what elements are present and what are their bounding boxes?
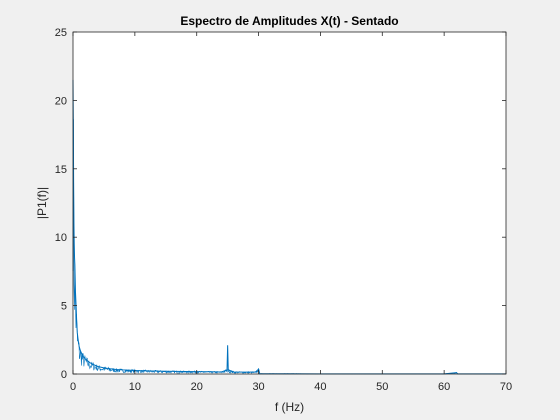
x-tick-label: 40 bbox=[314, 381, 326, 393]
y-axis-label: |P1(f)| bbox=[35, 187, 49, 219]
axes-box bbox=[72, 31, 507, 375]
x-axis-ticks: 0 10 20 30 40 50 60 70 bbox=[70, 32, 512, 393]
y-tick-label: 15 bbox=[55, 164, 67, 176]
y-tick-label: 20 bbox=[55, 95, 67, 107]
x-tick-label: 10 bbox=[129, 381, 141, 393]
y-tick-label: 0 bbox=[61, 369, 67, 381]
plot-area bbox=[73, 32, 506, 374]
x-tick-label: 60 bbox=[438, 381, 450, 393]
x-tick-label: 70 bbox=[500, 381, 512, 393]
x-axis-label: f (Hz) bbox=[275, 400, 304, 414]
y-tick-label: 25 bbox=[55, 27, 67, 39]
chart-title: Espectro de Amplitudes X(t) - Sentado bbox=[180, 14, 398, 28]
x-tick-label: 0 bbox=[70, 381, 76, 393]
x-tick-label: 30 bbox=[252, 381, 264, 393]
y-tick-label: 5 bbox=[61, 301, 67, 313]
y-tick-label: 10 bbox=[55, 232, 67, 244]
x-tick-label: 50 bbox=[376, 381, 388, 393]
x-tick-label: 20 bbox=[191, 381, 203, 393]
y-axis-ticks: 0 5 10 15 20 25 bbox=[55, 27, 506, 381]
